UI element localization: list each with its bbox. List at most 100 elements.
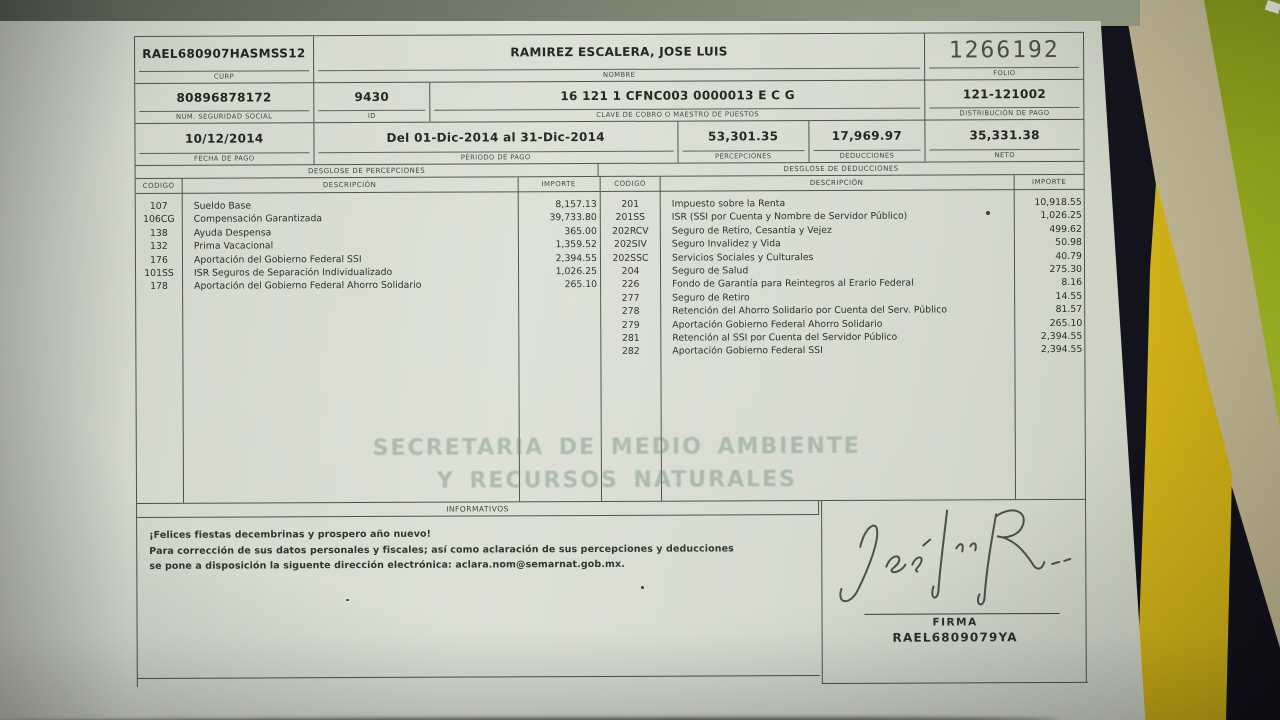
fecha-pago-label: FECHA DE PAGO: [139, 152, 310, 165]
distribucion-cell: 121-121002 DISTRIBUCIÓN DE PAGO: [926, 80, 1084, 120]
folio-label: FOLIO: [929, 66, 1080, 80]
signature-line: [864, 612, 1060, 615]
informativos-area: INFORMATIVOS ¡Felices fiestas decembrina…: [137, 501, 820, 679]
payslip-form: RAEL680907HASMSS12 CURP RAMIREZ ESCALERA…: [134, 31, 1088, 687]
percepciones-rows: 107 Sueldo Base 8,157.13 106CG Compensación …: [136, 192, 600, 294]
row-code: 176: [150, 254, 168, 266]
row-code: 106CG: [143, 214, 175, 226]
row-code: 202SSC: [612, 252, 649, 264]
periodo-pago-cell: Del 01-Dic-2014 al 31-Dic-2014 PERIODO D…: [314, 121, 679, 165]
curp-value: RAEL680907HASMSS12: [142, 46, 306, 61]
pen-speck: [346, 599, 349, 601]
deducciones-section-title: DESGLOSE DE DEDUCCIONES: [783, 164, 899, 174]
percepciones-table: CODIGO DESCRIPCIÓN IMPORTE 107 Sueldo Bas…: [135, 176, 601, 503]
column-header-importe: IMPORTE: [541, 180, 576, 189]
row-code: 138: [149, 227, 168, 239]
row-amt: 50.98: [1055, 237, 1082, 249]
fecha-pago-value: 10/12/2014: [184, 130, 264, 146]
nss-value: 80896878172: [176, 89, 272, 105]
row-amt: 10,918.55: [1034, 196, 1082, 209]
percepciones-total-cell: 53,301.35 PERCEPCIONES: [678, 121, 810, 163]
column-header-codigo: CODIGO: [614, 179, 647, 188]
deducciones-total-cell: 17,969.97 DEDUCCIONES: [808, 120, 926, 163]
row-amt: 1,359.52: [555, 239, 597, 251]
neto-value: 35,331.38: [969, 127, 1040, 142]
folio-cell: 1266192 FOLIO: [925, 33, 1083, 80]
informativos-line: Para corrección de sus datos personales …: [149, 542, 734, 557]
row-desc: Aportación del Gobierno Federal Ahorro S…: [194, 280, 422, 293]
periodo-pago-value: Del 01-Dic-2014 al 31-Dic-2014: [386, 129, 605, 145]
row-amt: 2,394.55: [1040, 330, 1083, 342]
periodo-pago-label: PERIODO DE PAGO: [318, 150, 674, 165]
row-amt: 8,157.13: [555, 198, 597, 211]
column-header-importe: IMPORTE: [1031, 177, 1067, 187]
deducciones-table: CODIGO DESCRIPCIÓN IMPORTE 201 Impuesto s…: [599, 174, 1087, 501]
clave-cell: 16 121 1 CFNC003 0000013 E C G CLAVE DE …: [430, 80, 926, 122]
row-amt: 275.30: [1049, 263, 1083, 275]
row-amt: 81.57: [1055, 303, 1083, 316]
row-code: 281: [621, 332, 640, 344]
row-code: 202SIV: [614, 238, 647, 251]
signature-box: FIRMA RAEL6809079YA: [821, 499, 1088, 685]
row-amt: 1,026.25: [1040, 210, 1082, 222]
id-cell: 9430 ID: [313, 82, 431, 123]
percepciones-total-value: 53,301.35: [707, 128, 779, 143]
row-code: 277: [621, 292, 640, 304]
row-amt: 2,394.55: [1040, 344, 1083, 356]
table-row: 178 Aportación del Gobierno Federal Ahorr…: [136, 278, 600, 293]
row-amt: 40.79: [1055, 250, 1082, 262]
row-code: 278: [621, 305, 640, 317]
row-amt: 39,733.80: [549, 212, 597, 224]
pen-speck: [986, 211, 990, 215]
row-code: 226: [621, 279, 640, 291]
curp-label: CURP: [139, 70, 309, 83]
row-code: 178: [150, 281, 168, 293]
percepciones-total-label: PERCEPCIONES: [682, 150, 805, 163]
row-code: 204: [621, 265, 640, 277]
nombre-cell: RAMIREZ ESCALERA, JOSE LUIS NOMBRE: [313, 33, 926, 83]
nss-cell: 80896878172 NUM. SEGURIDAD SOCIAL: [135, 83, 315, 123]
signature-handwriting: [839, 509, 1072, 606]
row-code: 107: [149, 200, 168, 212]
row-code: 279: [621, 319, 640, 331]
row-amt: 14.55: [1055, 290, 1083, 302]
fecha-pago-cell: 10/12/2014 FECHA DE PAGO: [135, 123, 315, 165]
header-row-3: 10/12/2014 FECHA DE PAGO Del 01-Dic-2014…: [135, 119, 1084, 166]
row-code: 201: [621, 198, 640, 210]
folio-value: 1266192: [948, 36, 1060, 64]
informativos-text: ¡Felices fiestas decembrinas y prospero …: [137, 515, 819, 574]
informativos-line: se pone a disposición la siguente direcc…: [149, 558, 625, 572]
column-header-descripcion: DESCRIPCIÓN: [809, 178, 864, 188]
page-shadow-smudge: [0, 716, 1061, 720]
form-footer: INFORMATIVOS ¡Felices fiestas decembrina…: [137, 499, 1088, 687]
column-header-codigo: CODIGO: [142, 181, 175, 190]
detail-tables: CODIGO DESCRIPCIÓN IMPORTE 107 Sueldo Bas…: [135, 174, 1087, 504]
neto-label: NETO: [929, 148, 1080, 162]
nombre-value: RAMIREZ ESCALERA, JOSE LUIS: [510, 44, 728, 60]
id-label: ID: [317, 109, 426, 123]
row-amt: 8.16: [1061, 277, 1083, 289]
row-code: 201SS: [615, 212, 646, 224]
row-amt: 365.00: [564, 225, 597, 237]
clave-value: 16 121 1 CFNC003 0000013 E C G: [560, 87, 795, 103]
row-amt: 499.62: [1049, 223, 1082, 235]
row-desc: Aportación Gobierno Federal SSI: [672, 345, 823, 357]
row-code: 132: [150, 241, 168, 253]
row-code: 101SS: [144, 267, 174, 279]
curp-cell: RAEL680907HASMSS12 CURP: [135, 36, 314, 83]
row-code: 202RCV: [612, 225, 649, 237]
row-amt: 2,394.55: [555, 252, 597, 264]
deducciones-total-value: 17,969.97: [831, 128, 903, 143]
pen-speck: [641, 586, 644, 589]
nss-label: NUM. SEGURIDAD SOCIAL: [139, 110, 310, 123]
percepciones-section-title: DESGLOSE DE PERCEPCIONES: [135, 163, 599, 178]
header-row-2: 80896878172 NUM. SEGURIDAD SOCIAL 9430 I…: [135, 79, 1084, 124]
distribucion-value: 121-121002: [962, 86, 1047, 101]
firma-code: RAEL6809079YA: [892, 630, 1018, 645]
table-row: 282 Aportación Gobierno Federal SSI 2,394.…: [601, 343, 1085, 359]
row-amt: 265.10: [1049, 317, 1083, 329]
id-value: 9430: [354, 89, 390, 104]
deducciones-rows: 201 Impuesto sobre la Renta 10,918.55 201SS…: [601, 190, 1086, 359]
clave-label: CLAVE DE COBRO O MAESTRO DE PUESTOS: [434, 107, 921, 122]
neto-cell: 35,331.38 NETO: [926, 120, 1084, 162]
